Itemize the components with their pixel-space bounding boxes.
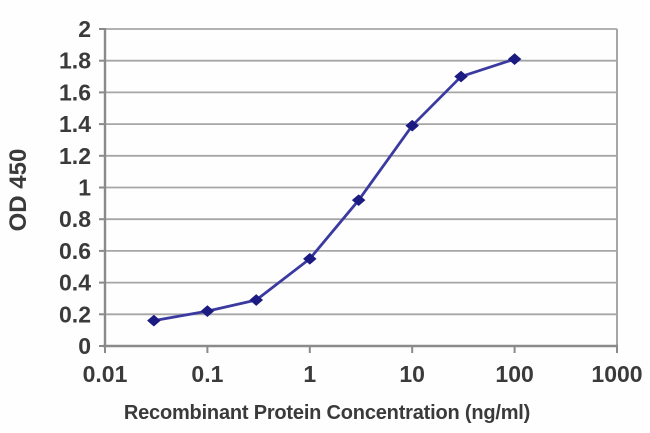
data-series-group <box>147 53 522 327</box>
y-tick-label: 0.8 <box>59 206 91 232</box>
data-point-marker <box>454 70 468 83</box>
y-tick-label: 0.4 <box>59 270 91 296</box>
y-tick-label: 0.2 <box>59 301 91 327</box>
axes-group <box>99 28 618 353</box>
x-axis-title: Recombinant Protein Concentration (ng/ml… <box>124 402 530 424</box>
gridlines-group <box>105 28 618 346</box>
y-tick-label: 0.6 <box>59 238 91 264</box>
y-axis-title: OD 450 <box>5 149 32 232</box>
y-tick-label: 1.6 <box>59 79 91 105</box>
data-point-marker <box>147 314 161 327</box>
x-tick-label: 10 <box>399 361 425 387</box>
x-tick-label: 1000 <box>591 361 642 387</box>
y-tick-label: 1 <box>78 175 91 201</box>
y-tick-label: 2 <box>78 16 91 42</box>
y-tick-label: 1.8 <box>59 48 91 74</box>
data-point-marker <box>507 53 522 65</box>
tick-labels-group: 0 0.2 0.4 0.6 0.8 1 1.2 1.4 1.6 1.8 2 0.01 0.1 1 10 100… <box>59 16 643 387</box>
curve-line <box>152 57 516 323</box>
x-tick-label: 0.1 <box>191 361 223 387</box>
data-point-marker <box>249 294 264 306</box>
data-point-marker <box>405 119 419 132</box>
x-tick-label: 1 <box>303 361 316 387</box>
y-tick-label: 1.2 <box>59 143 91 169</box>
x-tick-label: 0.01 <box>83 361 128 387</box>
y-tick-label: 0 <box>78 333 91 359</box>
data-point-marker <box>303 252 317 265</box>
x-tick-label: 100 <box>495 361 533 387</box>
data-point-marker <box>351 194 366 207</box>
data-point-marker <box>200 305 215 317</box>
y-tick-label: 1.4 <box>59 111 91 137</box>
